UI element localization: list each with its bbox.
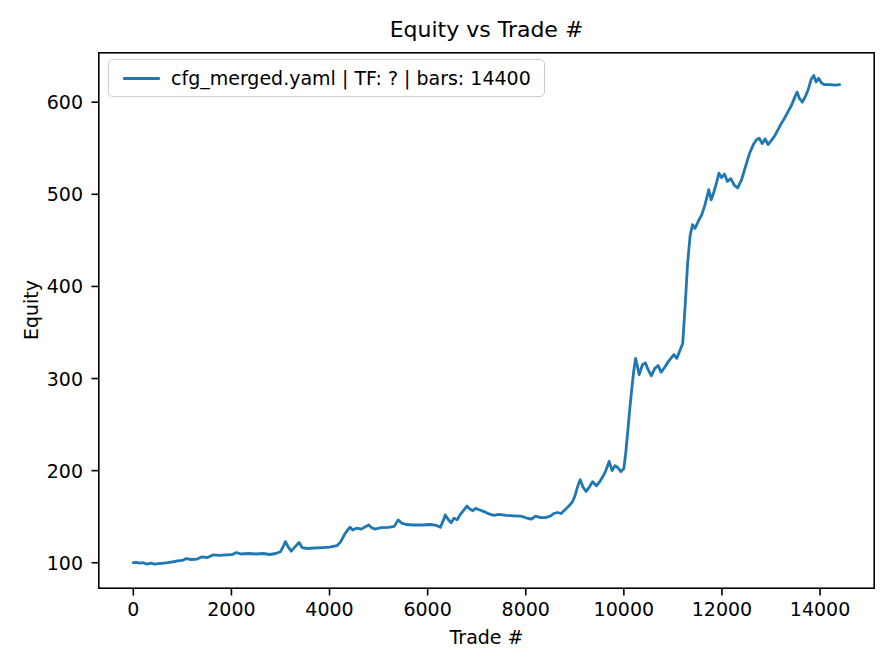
axes-spines (99, 53, 874, 588)
x-tick-label: 14000 (790, 598, 850, 620)
legend-label: cfg_merged.yaml | TF: ? | bars: 14400 (171, 67, 531, 89)
y-tick-label: 400 (0, 275, 83, 297)
y-tick-label: 100 (0, 552, 83, 574)
y-tick-label: 600 (0, 91, 83, 113)
equity-curve-svg (98, 52, 875, 589)
legend-line-swatch (123, 77, 160, 80)
x-tick-label: 12000 (692, 598, 752, 620)
y-tick-label: 500 (0, 183, 83, 205)
figure-canvas: Equity vs Trade # Equity cfg_merged.yaml… (0, 0, 896, 672)
x-axis-label: Trade # (98, 626, 875, 648)
x-tick-label: 0 (127, 598, 139, 620)
plot-area: cfg_merged.yaml | TF: ? | bars: 14400 02… (98, 52, 875, 589)
y-tick-label: 300 (0, 368, 83, 390)
x-tick-label: 4000 (305, 598, 353, 620)
x-tick-label: 2000 (207, 598, 255, 620)
x-tick-label: 10000 (594, 598, 654, 620)
legend: cfg_merged.yaml | TF: ? | bars: 14400 (108, 59, 545, 97)
equity-line (133, 76, 839, 565)
y-tick-label: 200 (0, 460, 83, 482)
x-tick-label: 8000 (502, 598, 550, 620)
chart-title: Equity vs Trade # (98, 16, 875, 43)
x-tick-label: 6000 (403, 598, 451, 620)
